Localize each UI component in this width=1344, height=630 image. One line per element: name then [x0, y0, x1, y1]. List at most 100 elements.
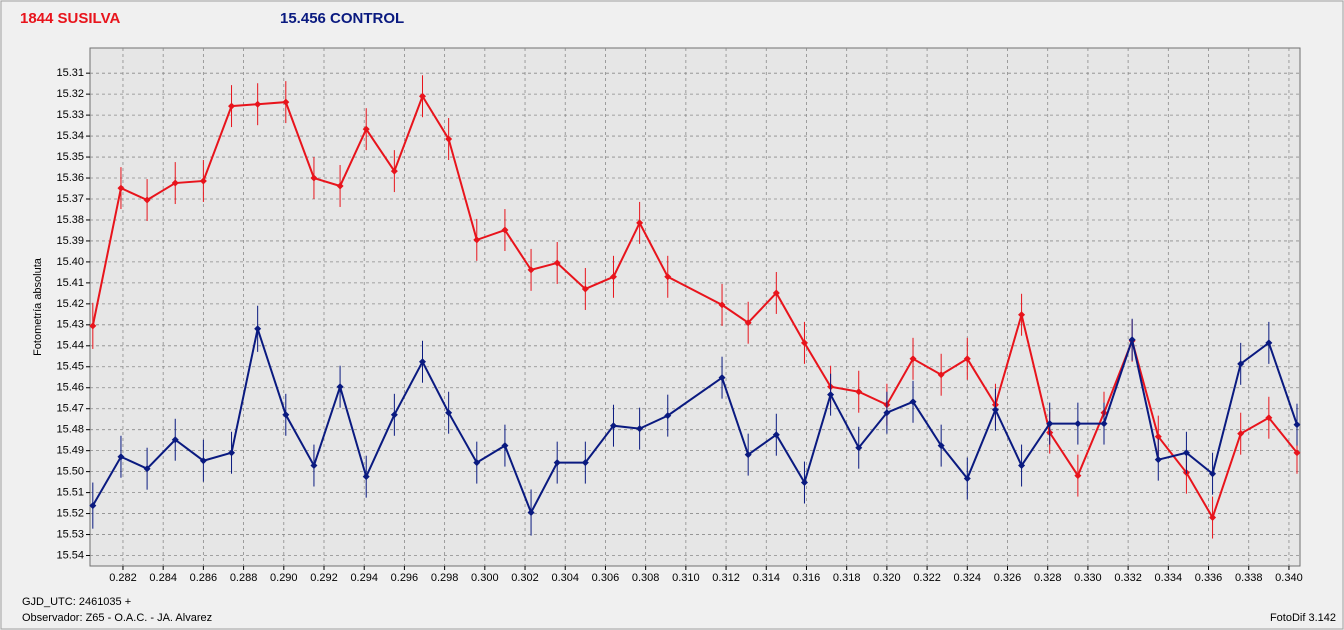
- y-tick-label: 15.45: [56, 361, 84, 373]
- data-point: [744, 451, 752, 459]
- x-tick-label: 0.302: [511, 572, 539, 584]
- y-tick-label: 15.33: [56, 109, 84, 121]
- data-point: [636, 219, 644, 227]
- series-title: 15.456 CONTROL: [280, 10, 404, 27]
- data-point: [772, 431, 780, 439]
- data-point: [1293, 449, 1301, 457]
- data-point: [310, 462, 318, 470]
- x-tick-label: 0.284: [149, 572, 177, 584]
- footer-text: Observador: Z65 - O.A.C. - JA. Alvarez: [22, 612, 212, 624]
- data-point: [553, 259, 561, 267]
- data-point: [855, 388, 863, 396]
- y-tick-label: 15.37: [56, 193, 84, 205]
- data-point: [1237, 430, 1245, 438]
- data-point: [909, 355, 917, 363]
- data-point: [89, 322, 97, 330]
- data-point: [419, 92, 427, 100]
- data-point: [171, 179, 179, 187]
- x-tick-label: 0.308: [632, 572, 660, 584]
- data-point: [117, 453, 125, 461]
- data-point: [581, 459, 589, 467]
- y-tick-label: 15.35: [56, 151, 84, 163]
- data-point: [171, 436, 179, 444]
- data-point: [1074, 420, 1082, 428]
- y-tick-label: 15.39: [56, 235, 84, 247]
- x-tick-label: 0.310: [672, 572, 700, 584]
- data-point: [1293, 421, 1301, 429]
- data-point: [362, 473, 370, 481]
- data-point: [390, 411, 398, 419]
- x-tick-label: 0.294: [350, 572, 378, 584]
- y-tick-label: 15.43: [56, 319, 84, 331]
- data-point: [362, 125, 370, 133]
- data-point: [855, 444, 863, 452]
- data-point: [117, 184, 125, 192]
- data-point: [718, 374, 726, 382]
- data-point: [473, 459, 481, 467]
- data-point: [1046, 420, 1054, 428]
- data-point: [282, 411, 290, 419]
- y-tick-label: 15.38: [56, 214, 84, 226]
- plot-area: [89, 47, 1301, 567]
- data-point: [800, 479, 808, 487]
- data-point: [501, 226, 509, 234]
- data-point: [772, 289, 780, 297]
- data-point: [199, 177, 207, 185]
- y-tick-label: 15.32: [56, 88, 84, 100]
- data-point: [1265, 339, 1273, 347]
- y-tick-label: 15.49: [56, 445, 84, 457]
- data-point: [1100, 420, 1108, 428]
- data-point: [419, 358, 427, 366]
- x-tick-label: 0.306: [592, 572, 620, 584]
- x-tick-label: 0.296: [391, 572, 419, 584]
- data-point: [143, 465, 151, 473]
- x-tick-label: 0.292: [310, 572, 338, 584]
- y-tick-label: 15.46: [56, 382, 84, 394]
- data-point: [527, 266, 535, 274]
- data-point: [609, 422, 617, 430]
- data-point: [664, 412, 672, 420]
- x-tick-label: 0.328: [1034, 572, 1062, 584]
- x-tick-label: 0.304: [551, 572, 579, 584]
- data-point: [718, 301, 726, 309]
- data-point: [254, 325, 262, 333]
- data-point: [199, 457, 207, 465]
- x-tick-label: 0.338: [1235, 572, 1263, 584]
- data-point: [1209, 514, 1217, 522]
- x-tick-label: 0.314: [752, 572, 780, 584]
- data-point: [991, 406, 999, 414]
- y-tick-label: 15.34: [56, 130, 84, 142]
- data-point: [336, 182, 344, 190]
- data-point: [1154, 456, 1162, 464]
- y-tick-label: 15.50: [56, 466, 84, 478]
- data-point: [883, 409, 891, 417]
- y-tick-label: 15.54: [56, 549, 84, 561]
- series-title: 1844 SUSILVA: [20, 10, 120, 27]
- data-point: [937, 371, 945, 379]
- data-point: [1237, 360, 1245, 368]
- x-tick-label: 0.318: [833, 572, 861, 584]
- x-tick-label: 0.332: [1114, 572, 1142, 584]
- data-point: [89, 502, 97, 510]
- data-point: [937, 442, 945, 450]
- x-tick-label: 0.336: [1195, 572, 1223, 584]
- x-tick-label: 0.300: [471, 572, 499, 584]
- x-tick-label: 0.320: [873, 572, 901, 584]
- y-tick-label: 15.52: [56, 507, 84, 519]
- y-tick-label: 15.41: [56, 277, 84, 289]
- footer-text: FotoDif 3.142: [1270, 612, 1336, 624]
- x-tick-label: 0.298: [431, 572, 459, 584]
- data-point: [390, 167, 398, 175]
- y-tick-label: 15.40: [56, 256, 84, 268]
- data-point: [336, 383, 344, 391]
- y-tick-label: 15.51: [56, 487, 84, 499]
- data-point: [254, 100, 262, 108]
- x-tick-label: 0.322: [913, 572, 941, 584]
- data-point: [1074, 472, 1082, 480]
- y-tick-label: 15.44: [56, 340, 84, 352]
- y-tick-label: 15.48: [56, 424, 84, 436]
- data-point: [1128, 336, 1136, 344]
- data-point: [310, 174, 318, 182]
